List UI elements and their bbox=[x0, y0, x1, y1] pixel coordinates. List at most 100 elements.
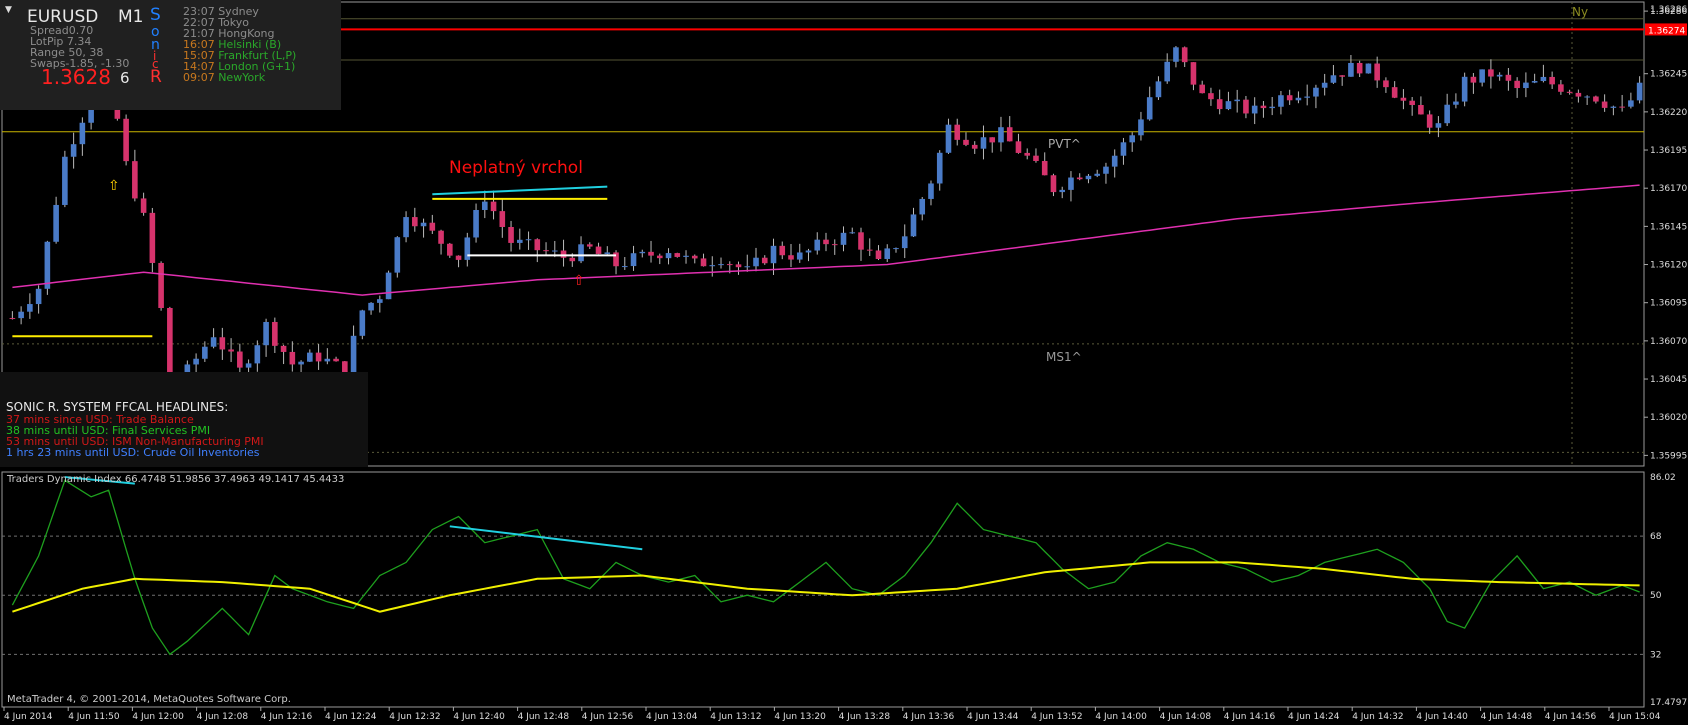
price-tick-label: 1.36220 bbox=[1650, 108, 1687, 118]
time-tick-label: 4 Jun 13:20 bbox=[774, 712, 826, 722]
price-tick-label: 1.35995 bbox=[1650, 451, 1687, 461]
candle-body bbox=[630, 253, 637, 267]
candle-body bbox=[1601, 101, 1608, 108]
candle-body bbox=[761, 257, 768, 264]
candle-body bbox=[595, 246, 602, 254]
up-arrow-icon: ⇧ bbox=[108, 178, 120, 194]
candle-body bbox=[412, 217, 418, 227]
candle-body bbox=[963, 139, 969, 145]
candle-body bbox=[805, 250, 812, 253]
candle-body bbox=[648, 251, 654, 256]
time-tick-label: 4 Jun 12:08 bbox=[197, 712, 249, 722]
candle-body bbox=[1103, 166, 1109, 174]
candle-body bbox=[586, 244, 593, 247]
candle-body bbox=[350, 335, 357, 378]
time-tick-label: 4 Jun 2014 bbox=[4, 712, 53, 722]
session-4: 15:07 Frankfurt (L,P) bbox=[183, 50, 296, 61]
candle-body bbox=[928, 183, 934, 199]
candle-body bbox=[359, 310, 366, 336]
annotation-neplatny-vrchol: Neplatný vrchol bbox=[449, 158, 583, 178]
candle-body bbox=[1313, 87, 1319, 97]
candle-body bbox=[796, 252, 803, 260]
time-tick-label: 4 Jun 14:40 bbox=[1416, 712, 1468, 722]
candle-body bbox=[1295, 97, 1302, 101]
candle-body bbox=[1391, 87, 1398, 98]
candle-body bbox=[1435, 123, 1442, 128]
session-3: 16:07 Helsinki (B) bbox=[183, 39, 281, 50]
candle-body bbox=[1111, 155, 1118, 167]
news-title: SONIC R. SYSTEM FFCAL HEADLINES: bbox=[6, 400, 229, 414]
ny-label: Ny bbox=[1572, 5, 1588, 19]
candle-body bbox=[613, 252, 619, 267]
candle-body bbox=[901, 236, 908, 249]
candle-body bbox=[1164, 61, 1170, 82]
candle-body bbox=[333, 358, 339, 362]
time-tick-label: 4 Jun 14:16 bbox=[1224, 712, 1276, 722]
main-chart-overlays: ⇧⇧ bbox=[12, 178, 1640, 338]
candle-body bbox=[823, 239, 829, 245]
candle-body bbox=[455, 255, 462, 260]
time-tick-label: 4 Jun 12:24 bbox=[325, 712, 377, 722]
candle-body bbox=[219, 337, 226, 350]
candle-body bbox=[1094, 173, 1101, 176]
time-tick-label: 4 Jun 12:56 bbox=[582, 712, 634, 722]
current-price: 1.3628 bbox=[41, 65, 111, 89]
candle-body bbox=[1540, 76, 1547, 82]
time-tick-label: 4 Jun 14:24 bbox=[1288, 712, 1340, 722]
candle-body bbox=[866, 249, 873, 251]
candle-body bbox=[831, 244, 838, 246]
price-tick-label: 1.36286 bbox=[1650, 7, 1687, 17]
price-tick-label: 1.36045 bbox=[1650, 375, 1687, 385]
candle-body bbox=[814, 239, 821, 251]
candle-body bbox=[1155, 81, 1162, 98]
collapse-arrow-icon[interactable]: ▼ bbox=[5, 5, 12, 15]
candle-body bbox=[525, 239, 532, 241]
news-item: 1 hrs 23 mins until USD: Crude Oil Inven… bbox=[6, 446, 260, 459]
candle-body bbox=[289, 351, 296, 365]
candle-body bbox=[1190, 62, 1197, 85]
candle-body bbox=[1024, 152, 1031, 156]
candle-body bbox=[1356, 62, 1363, 74]
candle-body bbox=[569, 257, 576, 262]
sonic-letter-c: c bbox=[152, 57, 159, 71]
time-tick-label: 4 Jun 14:08 bbox=[1160, 712, 1212, 722]
candle-body bbox=[656, 255, 663, 259]
candle-body bbox=[403, 217, 409, 238]
candle-body bbox=[691, 255, 698, 259]
session-time: 15:07 bbox=[183, 49, 219, 62]
news-item: 38 mins until USD: Final Services PMI bbox=[6, 424, 211, 437]
candle-body bbox=[420, 222, 427, 227]
session-time: 14:07 bbox=[183, 60, 219, 73]
candle-body bbox=[534, 239, 541, 251]
candle-body bbox=[936, 152, 943, 184]
candle-body bbox=[543, 250, 549, 252]
candle-body bbox=[1251, 105, 1258, 114]
time-tick-label: 4 Jun 13:28 bbox=[839, 712, 891, 722]
indicator-tick-label: 17.4797 bbox=[1650, 698, 1687, 708]
time-tick-label: 4 Jun 13:12 bbox=[710, 712, 761, 722]
candle-body bbox=[560, 250, 567, 258]
price-tick-label: 1.36020 bbox=[1650, 413, 1687, 423]
candle-body bbox=[18, 311, 24, 319]
symbol-info-panel: ▼ EURUSD M1 Spread0.70 LotPip 7.34 Range… bbox=[0, 0, 341, 110]
candle-body bbox=[1365, 63, 1372, 74]
candle-body bbox=[298, 361, 304, 365]
candle-body bbox=[1033, 155, 1039, 161]
time-tick-label: 4 Jun 13:04 bbox=[646, 712, 698, 722]
candle-body bbox=[342, 361, 348, 378]
candle-body bbox=[1514, 80, 1520, 89]
candle-body bbox=[324, 358, 331, 362]
candle-body bbox=[193, 358, 199, 365]
candle-body bbox=[9, 317, 16, 319]
session-time: 09:07 bbox=[183, 71, 219, 84]
session-name: Helsinki (B) bbox=[218, 38, 282, 51]
candle-body bbox=[1610, 106, 1617, 108]
price-axis: 1.36286 1.36245 1.36220 1.36195 1.36170 1.361… bbox=[1644, 5, 1687, 461]
candle-body bbox=[149, 212, 156, 263]
indicator-axis: 86.02 68 50 32 17.4797 bbox=[1650, 473, 1687, 708]
news-item: 37 mins since USD: Trade Balance bbox=[6, 413, 194, 426]
candle-body bbox=[1418, 105, 1424, 115]
price-tick-label: 1.36195 bbox=[1650, 146, 1687, 156]
indicator-series-0 bbox=[11, 479, 1640, 656]
